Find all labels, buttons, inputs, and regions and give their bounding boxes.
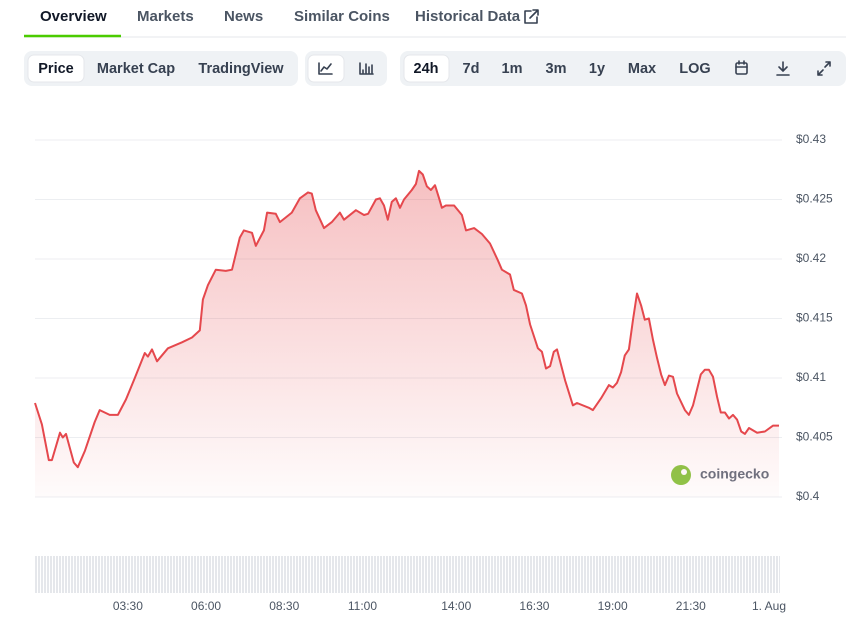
chart-type-group <box>24 51 298 86</box>
range-button[interactable]: Max <box>628 61 656 77</box>
volume-bars <box>35 556 780 593</box>
y-tick-label: $0.43 <box>796 132 826 146</box>
x-tick-label: 14:00 <box>441 599 471 613</box>
chart-type-button[interactable]: Market Cap <box>97 61 175 77</box>
range-button[interactable]: 7d <box>463 61 480 77</box>
range-group <box>400 51 846 86</box>
log-button[interactable]: LOG <box>679 61 710 77</box>
range-button[interactable]: 1y <box>589 61 605 77</box>
y-tick-label: $0.4 <box>796 489 820 503</box>
y-tick-label: $0.415 <box>796 311 833 325</box>
y-tick-label: $0.405 <box>796 430 833 444</box>
x-tick-label: 16:30 <box>519 599 549 613</box>
x-tick-label: 03:30 <box>113 599 143 613</box>
y-tick-label: $0.42 <box>796 251 826 265</box>
chart-type-button[interactable]: TradingView <box>198 61 284 77</box>
active-button <box>27 54 85 83</box>
x-tick-label: 21:30 <box>676 599 706 613</box>
fullscreen-icon[interactable] <box>817 61 831 76</box>
download-icon[interactable] <box>776 61 790 76</box>
x-tick-label: 11:00 <box>348 599 377 613</box>
tab[interactable]: Markets <box>137 8 194 25</box>
active-button <box>403 54 450 83</box>
x-tick-label: 08:30 <box>269 599 299 613</box>
x-tick-label: 19:00 <box>598 599 628 613</box>
tab[interactable]: News <box>224 8 263 25</box>
calendar-icon[interactable] <box>735 60 748 75</box>
tab[interactable]: Historical Data <box>415 8 521 25</box>
x-tick-label: 06:00 <box>191 599 221 613</box>
tab[interactable]: Overview <box>40 8 107 25</box>
external-link-icon <box>524 9 539 24</box>
range-button[interactable]: 3m <box>546 61 567 77</box>
price-area <box>35 170 779 497</box>
range-button[interactable]: 24h <box>414 61 439 77</box>
candle-chart-icon[interactable] <box>359 62 374 75</box>
x-tick-label: 1. Aug <box>752 599 786 613</box>
chart-type-button[interactable]: Price <box>38 61 73 77</box>
range-button[interactable]: 1m <box>502 61 523 77</box>
line-chart-icon <box>318 62 333 75</box>
tab[interactable]: Similar Coins <box>294 8 390 25</box>
price-line <box>34 169 779 469</box>
y-tick-label: $0.425 <box>796 192 833 206</box>
price-chart: $0.4 $0.405 $0.41 $0.415 $0.42 $0.425 $0.43 03:… <box>34 132 833 613</box>
y-tick-label: $0.41 <box>796 370 826 384</box>
